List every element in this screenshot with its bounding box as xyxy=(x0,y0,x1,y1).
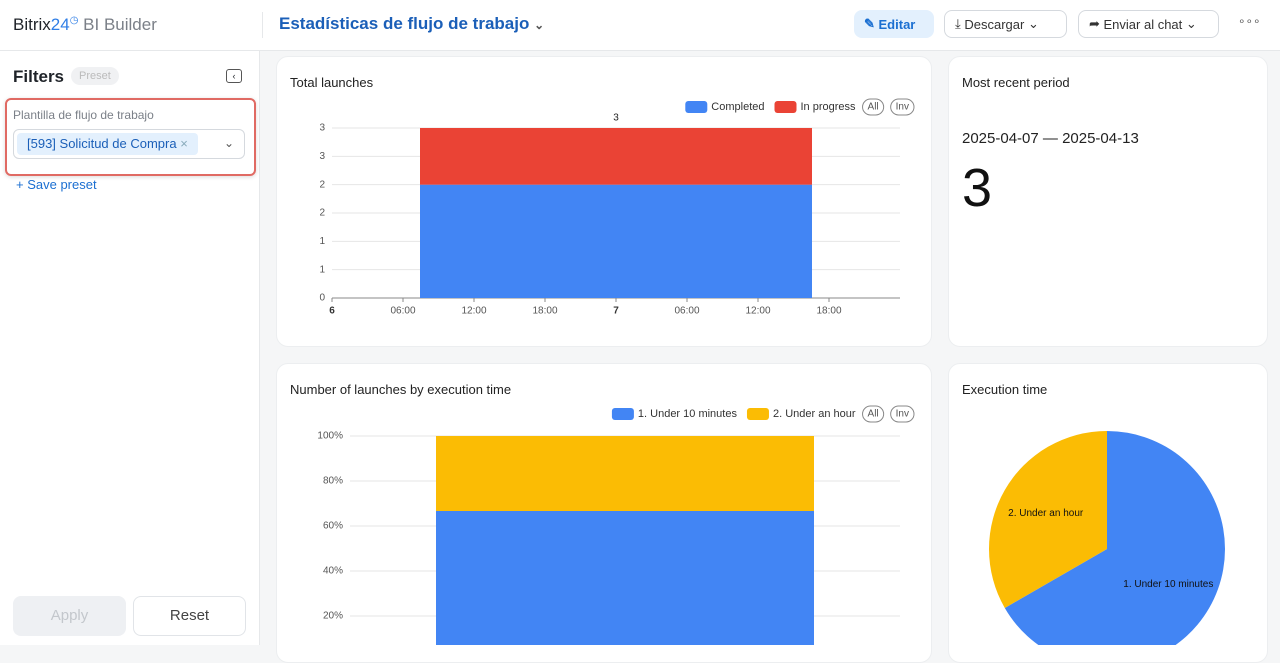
product-name: BI Builder xyxy=(83,15,157,34)
chip-label: [593] Solicitud de Compra xyxy=(27,136,177,151)
filters-panel: Filters Preset ‹ Plantilla de flujo de t… xyxy=(0,51,260,645)
selected-chip[interactable]: [593] Solicitud de Compra × xyxy=(17,133,198,155)
dropdown-arrow: ⌄ xyxy=(223,136,234,150)
chart-title: Number of launches by execution time xyxy=(290,382,512,397)
button-label: Enviar al chat xyxy=(1103,16,1183,32)
share-button[interactable]: ➦ Enviar al chat ⌄ xyxy=(1078,10,1219,38)
kpi-value: 3 xyxy=(962,158,993,218)
header: Bitrix24◷ BI Builder Estadísticas de flu… xyxy=(0,0,1280,51)
preset-badge[interactable]: Preset xyxy=(71,67,119,85)
more-button[interactable]: ∘∘∘ xyxy=(1238,14,1261,28)
filter-select[interactable]: [593] Solicitud de Compra × ⌄ xyxy=(13,129,245,159)
chart-title: Total launches xyxy=(290,75,374,90)
filters-title: Filters xyxy=(13,67,65,86)
kpi-card: Most recent period 2025-04-07 — 2025-04-… xyxy=(948,56,1268,347)
edit-button[interactable]: ✎ Editar xyxy=(854,10,934,38)
logo-name: Bitrix xyxy=(13,15,51,34)
kpi-title: Most recent period xyxy=(962,75,1070,90)
filter-highlight xyxy=(5,98,256,176)
apply-button[interactable]: Apply xyxy=(13,596,126,636)
collapse-button[interactable]: ‹ xyxy=(226,69,242,83)
chart-card: Number of launches by execution time xyxy=(276,363,932,663)
logo-number: 24 xyxy=(50,15,70,34)
filter-label: Plantilla de flujo de trabajo xyxy=(13,108,154,122)
dashboard-title[interactable]: Estadísticas de flujo de trabajo ⌄ xyxy=(279,14,545,33)
chart-title: Execution time xyxy=(962,382,1048,397)
chart-card: Total launches xyxy=(276,56,932,347)
button-label: Descargar xyxy=(964,16,1025,32)
save-preset-link[interactable]: + Save preset xyxy=(16,177,97,192)
logo[interactable]: Bitrix24◷ BI Builder xyxy=(13,15,157,34)
chart-card: Execution time xyxy=(948,363,1268,663)
button-label: Editar xyxy=(878,16,916,32)
title-text: Estadísticas de flujo de trabajo xyxy=(279,14,530,33)
divider xyxy=(262,12,263,38)
reset-button[interactable]: Reset xyxy=(133,596,246,636)
download-button[interactable]: ⤓ Descargar ⌄ xyxy=(944,10,1067,38)
kpi-period: 2025-04-07 — 2025-04-13 xyxy=(962,130,1139,147)
